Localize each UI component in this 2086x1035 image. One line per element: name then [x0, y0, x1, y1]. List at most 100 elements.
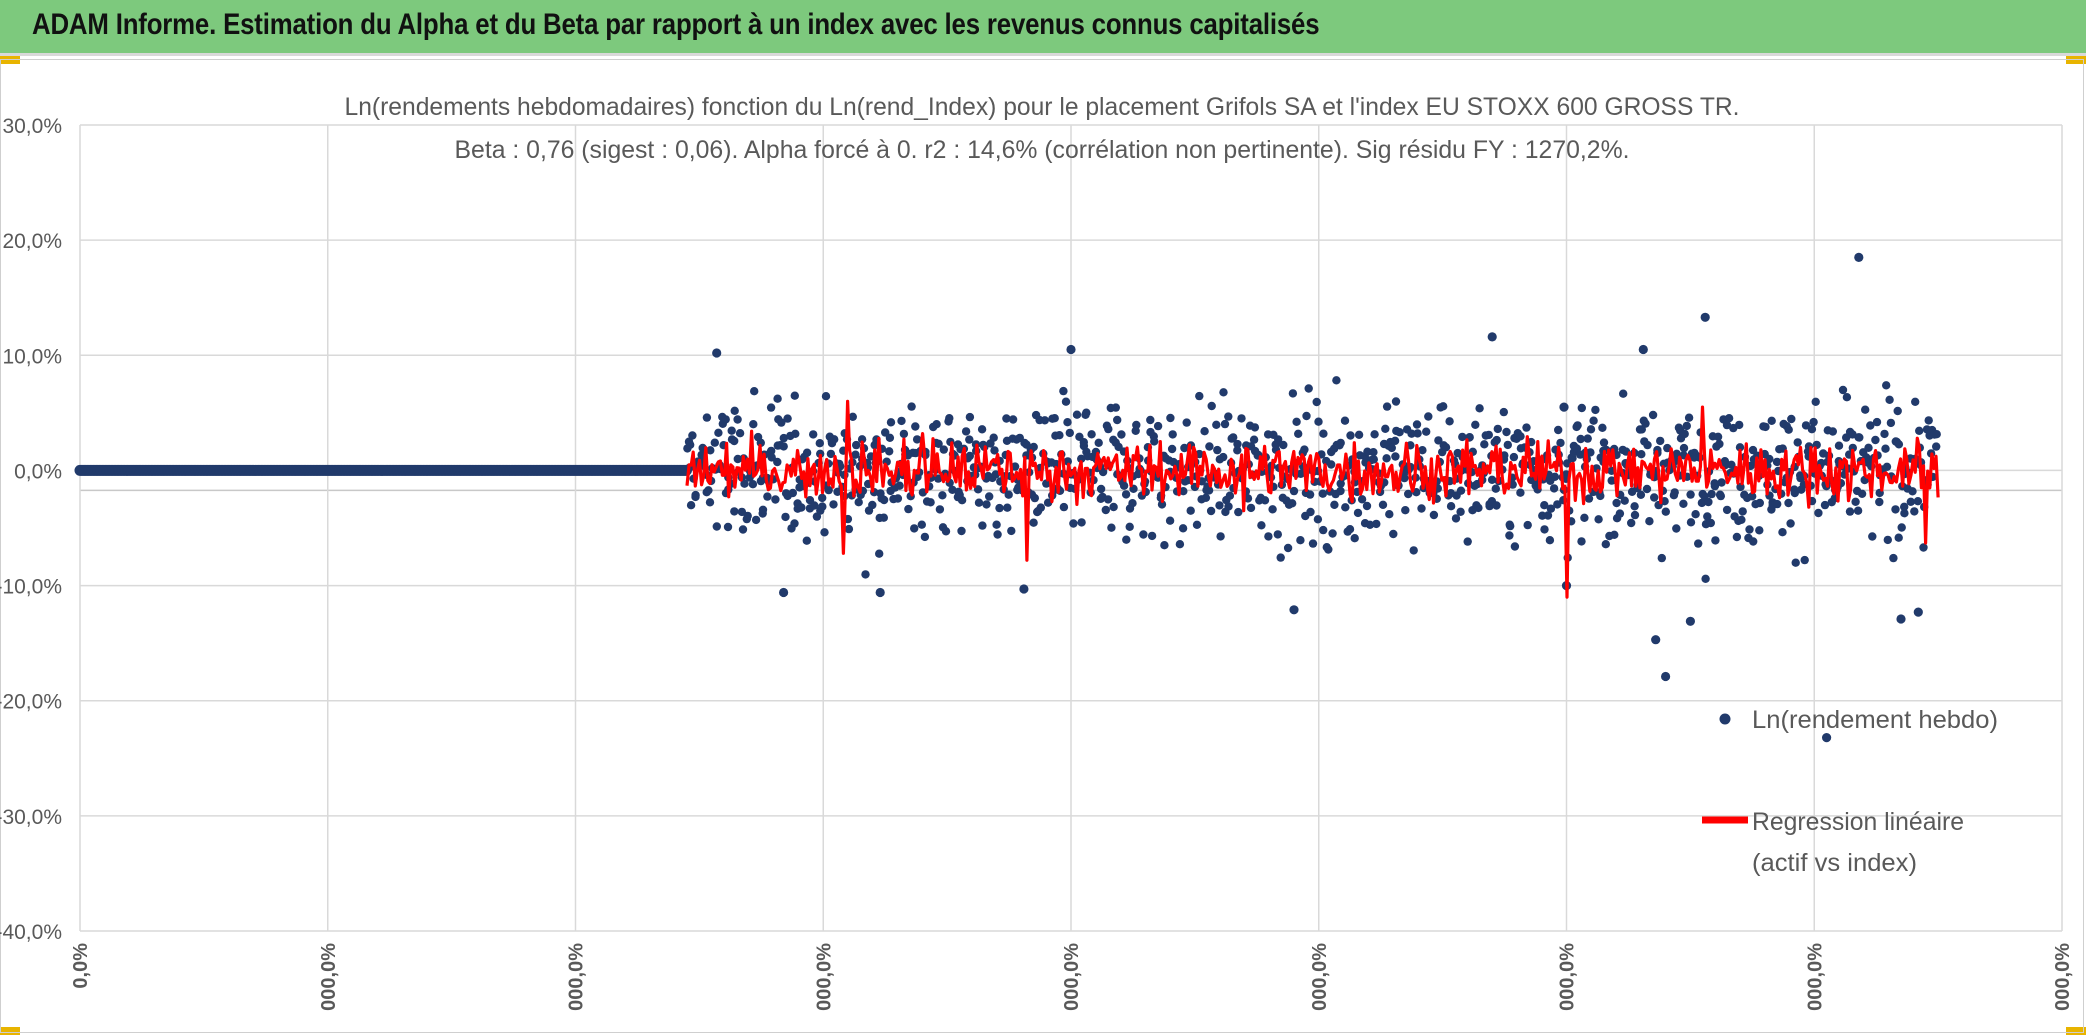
data-point	[1157, 500, 1167, 509]
y-tick-label: 20,0%	[2, 230, 62, 253]
data-point	[1630, 510, 1640, 520]
data-point	[1050, 414, 1059, 423]
data-point	[1784, 498, 1793, 508]
data-point	[1369, 455, 1379, 464]
data-point	[1382, 454, 1391, 463]
data-point	[1722, 420, 1732, 430]
data-point	[1119, 481, 1129, 490]
data-point	[1576, 434, 1585, 444]
data-point	[1791, 558, 1800, 567]
data-point	[1305, 490, 1315, 499]
data-point	[1065, 428, 1075, 438]
y-tick-label: -20,0%	[0, 691, 62, 714]
data-point	[1915, 426, 1924, 435]
data-point	[1350, 534, 1359, 543]
data-point	[1019, 584, 1029, 594]
data-point	[1042, 479, 1051, 488]
data-point	[1288, 499, 1297, 508]
data-point	[1503, 440, 1513, 450]
data-point	[941, 527, 951, 536]
y-tick-label: -30,0%	[0, 806, 62, 829]
data-point	[1167, 444, 1177, 454]
data-point	[1319, 429, 1328, 438]
data-point	[777, 418, 786, 427]
data-point	[1400, 473, 1409, 483]
data-point	[1417, 504, 1426, 513]
data-point	[965, 412, 975, 422]
data-point	[1445, 417, 1454, 426]
data-point	[1580, 513, 1589, 522]
data-point	[1493, 424, 1503, 434]
data-point	[1313, 515, 1323, 524]
data-point	[1036, 503, 1046, 512]
data-point	[816, 449, 825, 458]
data-point	[1077, 518, 1086, 527]
data-point	[1896, 614, 1906, 624]
data-point	[802, 536, 811, 545]
legend-marker-scatter	[1719, 713, 1731, 725]
data-point	[1932, 442, 1941, 451]
data-point	[1811, 397, 1820, 406]
data-point	[879, 495, 889, 505]
data-point	[1685, 616, 1695, 626]
data-point	[1735, 443, 1745, 452]
data-point	[686, 440, 695, 449]
data-point	[920, 532, 930, 542]
data-point	[1165, 516, 1175, 525]
data-point	[1336, 479, 1345, 488]
data-point	[1229, 433, 1238, 442]
data-point	[1586, 448, 1595, 457]
data-point	[985, 492, 994, 501]
data-point	[1096, 484, 1106, 494]
data-point	[1111, 403, 1121, 412]
data-point	[821, 392, 831, 401]
data-point	[1913, 607, 1923, 617]
data-point	[977, 425, 987, 434]
data-point	[1175, 540, 1185, 549]
data-point	[1882, 381, 1891, 390]
data-point	[1778, 528, 1787, 537]
data-point	[1682, 421, 1692, 431]
data-point	[868, 500, 877, 510]
data-point	[1294, 429, 1303, 438]
data-point	[1069, 519, 1078, 528]
data-point	[730, 436, 739, 446]
data-point	[1672, 524, 1681, 533]
data-point	[1237, 414, 1246, 423]
data-point	[712, 348, 722, 358]
data-point	[1480, 440, 1489, 449]
data-point	[783, 414, 792, 423]
data-point	[1250, 423, 1260, 432]
data-point	[875, 587, 885, 598]
data-point	[1499, 407, 1509, 417]
data-point	[1924, 416, 1933, 425]
data-point	[1487, 332, 1497, 342]
data-point	[818, 493, 827, 503]
data-point	[1919, 543, 1928, 552]
data-point	[1686, 518, 1696, 527]
data-point	[1713, 432, 1723, 441]
data-point	[1864, 443, 1873, 452]
data-point	[1838, 385, 1848, 395]
data-point	[1772, 457, 1782, 467]
data-point	[1807, 425, 1817, 434]
data-point	[1910, 507, 1919, 516]
data-point	[1029, 518, 1038, 527]
data-point	[1893, 406, 1902, 416]
data-point	[1330, 500, 1339, 509]
data-point	[748, 480, 758, 489]
data-point	[1866, 421, 1875, 430]
data-point	[934, 439, 943, 448]
data-point	[1186, 506, 1195, 515]
x-tick-label: 0,0%	[70, 943, 92, 989]
data-point	[1686, 490, 1695, 499]
data-point	[1121, 490, 1131, 499]
data-point	[1296, 469, 1306, 478]
data-point	[1650, 493, 1659, 502]
data-point	[1691, 510, 1700, 519]
data-point	[721, 415, 730, 424]
data-point	[1132, 420, 1141, 430]
data-point	[991, 470, 1000, 479]
data-point	[1072, 410, 1082, 419]
data-point	[1715, 439, 1724, 449]
